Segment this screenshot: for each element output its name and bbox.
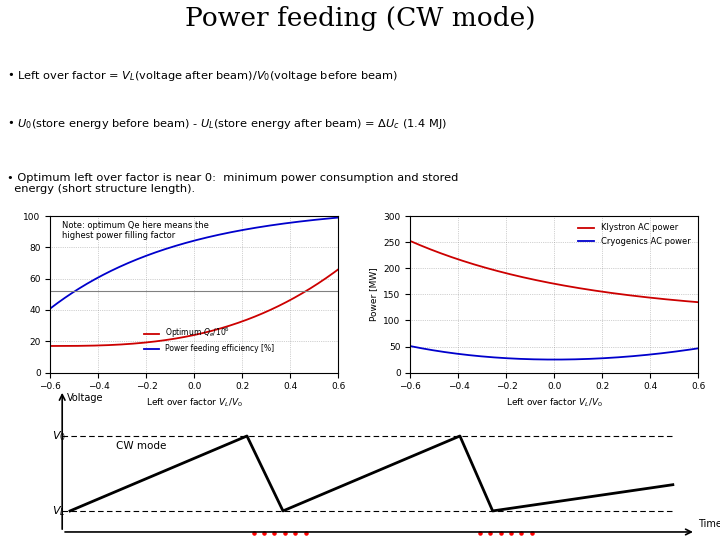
X-axis label: Left over factor $V_L/V_0$: Left over factor $V_L/V_0$ (506, 397, 603, 409)
Legend: Klystron AC power, Cryogenics AC power: Klystron AC power, Cryogenics AC power (575, 220, 694, 249)
Text: • Optimum left over factor is near 0:  minimum power consumption and stored
  en: • Optimum left over factor is near 0: mi… (7, 173, 459, 194)
Text: $V_0$: $V_0$ (52, 429, 66, 443)
Text: • Left over factor = $V_L$(voltage after beam)/$V_0$(voltage before beam): • Left over factor = $V_L$(voltage after… (7, 69, 398, 83)
Text: Time: Time (698, 519, 720, 529)
Text: CW mode: CW mode (116, 441, 166, 451)
Text: Power feeding (CW mode): Power feeding (CW mode) (185, 6, 535, 31)
Y-axis label: Power [MW]: Power [MW] (369, 267, 378, 321)
Text: $V_L$: $V_L$ (52, 504, 66, 518)
Legend: Optimum $Q_e$/10$^6$, Power feeding efficiency [%]: Optimum $Q_e$/10$^6$, Power feeding effi… (140, 323, 277, 356)
Text: Note: optimum Qe here means the
highest power filling factor: Note: optimum Qe here means the highest … (63, 221, 210, 240)
X-axis label: Left over factor $V_L/V_0$: Left over factor $V_L/V_0$ (146, 397, 243, 409)
Text: Voltage: Voltage (67, 393, 103, 403)
Text: • $U_0$(store energy before beam) - $U_L$(store energy after beam) = $\Delta U_c: • $U_0$(store energy before beam) - $U_L… (7, 117, 447, 131)
